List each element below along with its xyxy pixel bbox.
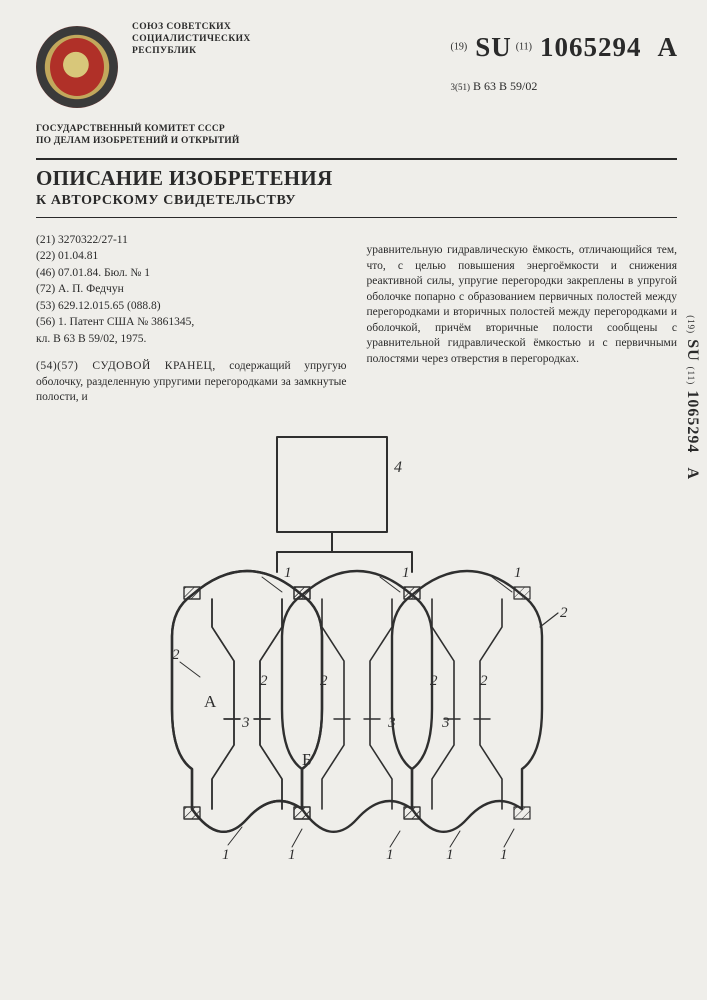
fig-label-4: 4 [394,459,402,476]
fig-label-B: Б [302,750,312,769]
fig-label-1: 1 [446,847,454,863]
rule-thin [36,217,677,218]
doc-title: ОПИСАНИЕ ИЗОБРЕТЕНИЯ [36,166,677,191]
text-columns: (21) 3270322/27-11 (22) 01.04.81 (46) 07… [36,232,677,418]
code-su: SU [475,32,512,62]
biblio-line: (21) 3270322/27-11 [36,233,347,249]
fig-label-1: 1 [288,847,296,863]
code-11: (11) [516,42,532,53]
fig-label-1: 1 [284,565,292,581]
biblio-line: (22) 01.04.81 [36,249,347,265]
fig-label-A: А [204,692,217,711]
fig-label-2: 2 [260,673,268,689]
committee-line: ГОСУДАРСТВЕННЫЙ КОМИТЕТ СССР [36,124,677,136]
ipc-code: В 63 В 59/02 [473,79,537,93]
committee-line: ПО ДЕЛАМ ИЗОБРЕТЕНИЙ И ОТКРЫТИЙ [36,136,677,148]
fig-label-2: 2 [172,647,180,663]
fig-label-3: 3 [441,715,450,731]
state-emblem [36,26,118,108]
header-row: Союз Советских Социалистических Республи… [36,22,677,108]
biblio-line: кл. В 63 В 59/02, 1975. [36,332,347,348]
claim-right: уравнительную гидравлическую ёмкость, от… [367,243,678,367]
biblio-line: (72) А. П. Федчун [36,282,347,298]
publication-code: (19) SU (11) 1065294 A 3(51) В 63 В 59/0… [451,22,677,94]
union-line: Социалистических [132,34,251,46]
side-kind: A [684,467,701,480]
ipc-prefix: 3(51) [451,82,471,92]
left-column: (21) 3270322/27-11 (22) 01.04.81 (46) 07… [36,232,347,418]
fig-label-1: 1 [386,847,394,863]
figure-wrap: 4 1 1 1 2 2 2 2 2 2 3 3 3 А Б 1 1 1 1 1 [36,427,677,867]
fig-label-1: 1 [402,565,410,581]
kind-code: A [658,32,678,62]
side-code: (19) SU (11) 1065294 A [683,315,701,480]
fig-label-1: 1 [222,847,230,863]
side-su: SU [684,339,701,361]
right-column: уравнительную гидравлическую ёмкость, от… [367,232,678,418]
fig-label-2: 2 [320,673,328,689]
committee-name: ГОСУДАРСТВЕННЫЙ КОМИТЕТ СССР ПО ДЕЛАМ ИЗ… [36,124,677,148]
fig-label-2: 2 [480,673,488,689]
biblio-line: (46) 07.01.84. Бюл. № 1 [36,266,347,282]
fig-label-1: 1 [500,847,508,863]
fig-label-3: 3 [387,715,396,731]
claim-left: (54)(57) СУДОВОЙ КРАНЕЦ, содержащий упру… [36,359,347,406]
union-line: Республик [132,46,251,58]
biblio-line: (53) 629.12.015.65 (088.8) [36,299,347,315]
code-19: (19) [451,42,468,53]
figure-svg: 4 1 1 1 2 2 2 2 2 2 3 3 3 А Б 1 1 1 1 1 [142,427,572,867]
rule-thick [36,158,677,160]
ipc-row: 3(51) В 63 В 59/02 [451,79,677,94]
side-num: 1065294 [684,390,701,453]
fig-label-2: 2 [560,605,568,621]
side-11: (11) [686,367,696,386]
fig-label-1: 1 [514,565,522,581]
union-name: Союз Советских Социалистических Республи… [132,22,251,58]
side-19: (19) [686,315,696,334]
biblio-block: (21) 3270322/27-11 (22) 01.04.81 (46) 07… [36,233,347,348]
claim-head: (54)(57) СУДОВОЙ КРАНЕЦ, [36,360,216,372]
doc-subtitle: К АВТОРСКОМУ СВИДЕТЕЛЬСТВУ [36,193,677,209]
pub-number: 1065294 [540,32,642,62]
union-line: Союз Советских [132,22,251,34]
fig-label-3: 3 [241,715,250,731]
fig-label-2: 2 [430,673,438,689]
biblio-line: (56) 1. Патент США № 3861345, [36,315,347,331]
